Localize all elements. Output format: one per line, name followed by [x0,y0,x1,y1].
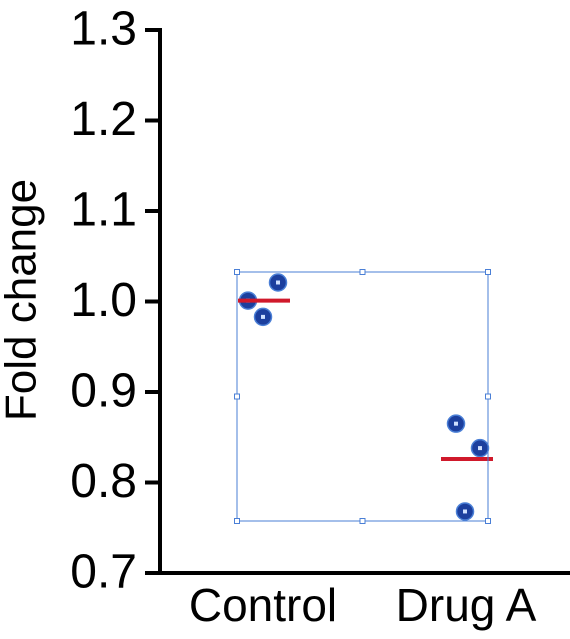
y-tick-label: 1.3 [70,3,137,56]
y-tick-label: 0.8 [70,455,137,508]
handle[interactable] [485,269,491,275]
handle[interactable] [359,269,366,275]
point-handle [261,314,265,319]
point-handle [463,509,467,514]
plot-area [238,273,493,521]
handle[interactable] [359,518,366,524]
handle[interactable] [234,269,240,275]
x-tick-label: Drug A [396,579,537,631]
y-tick-label: 1.2 [70,93,137,146]
y-axis-title: Fold change [0,179,46,421]
point-handle [276,280,280,285]
y-tick-label: 0.7 [70,546,137,599]
point-handle [478,446,482,451]
handle[interactable] [234,518,240,524]
handle[interactable] [485,518,491,524]
selection-frame[interactable] [236,271,489,522]
handle[interactable] [485,393,491,400]
x-tick-label: Control [189,579,337,631]
y-tick-label: 1.1 [70,184,137,237]
y-tick-label: 0.9 [70,365,137,418]
handle[interactable] [234,393,240,400]
point-handle [454,421,458,426]
y-tick-label: 1.0 [70,274,137,327]
selection-box[interactable] [234,269,491,524]
